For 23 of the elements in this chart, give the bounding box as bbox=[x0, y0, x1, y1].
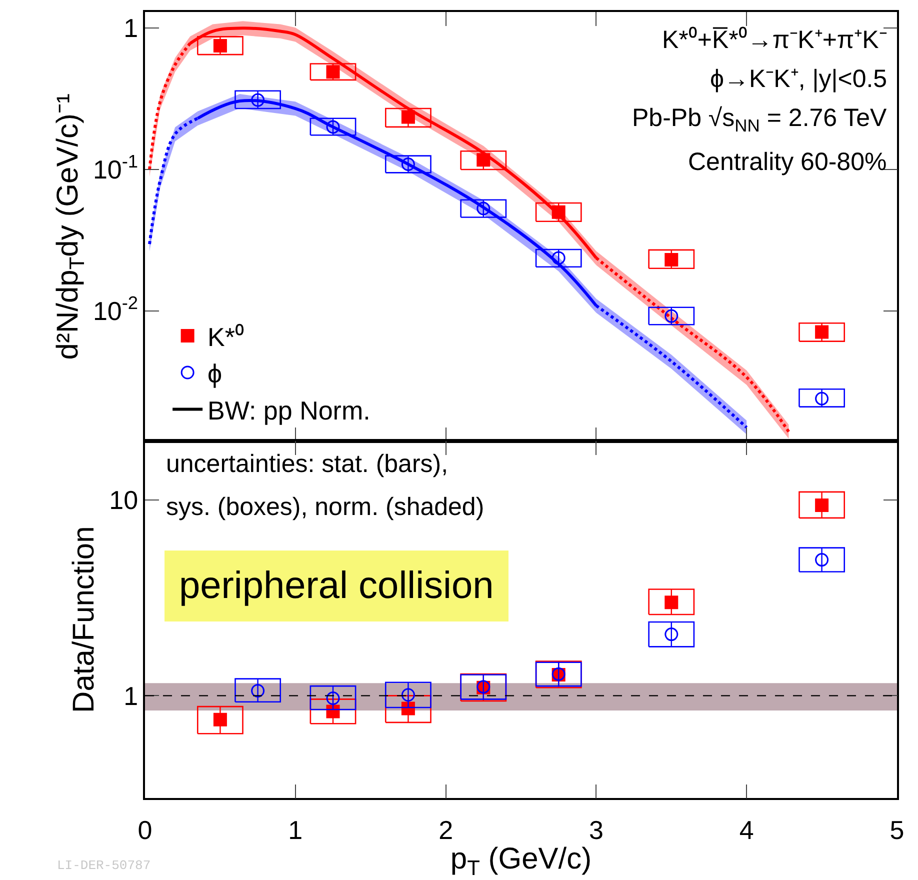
annotation: uncertainties: stat. (bars), bbox=[166, 450, 448, 478]
x-tick-label: 0 bbox=[138, 814, 152, 845]
legend-label: ϕ bbox=[208, 358, 222, 389]
legend-label: BW: pp Norm. bbox=[208, 395, 370, 426]
x-tick-label: 3 bbox=[588, 814, 604, 845]
annotation: sys. (boxes), norm. (shaded) bbox=[166, 493, 484, 521]
y-tick-label: 10$^{-2}$ bbox=[92, 293, 138, 326]
annotation: peripheral collision bbox=[179, 565, 494, 607]
x-axis-title: p$_{T}$ (GeV/c) bbox=[450, 842, 592, 880]
x-tick-label: 2 bbox=[438, 814, 454, 845]
annotation: K*⁰+K̅*⁰→π⁻K⁺+π⁺K⁻ bbox=[662, 26, 887, 54]
x-tick-label: 1 bbox=[288, 814, 303, 845]
annotation: Centrality 60-80% bbox=[688, 148, 887, 176]
y-tick-label: 1 bbox=[124, 680, 138, 711]
annotation: ϕ→K⁻K⁺, |y|<0.5 bbox=[710, 65, 888, 93]
x-tick-label: 5 bbox=[890, 814, 904, 845]
y-axis-title: Data/Function bbox=[68, 526, 101, 713]
x-tick-label: 4 bbox=[739, 814, 754, 845]
y-tick-label: 10$^{-1}$ bbox=[92, 152, 138, 185]
y-tick-label: 10 bbox=[109, 485, 138, 516]
legend-label: K*⁰ bbox=[208, 322, 244, 352]
annotation: Pb-Pb √s$_{NN}$ = 2.76 TeV bbox=[632, 104, 887, 136]
y-tick-label: 1 bbox=[124, 13, 138, 44]
